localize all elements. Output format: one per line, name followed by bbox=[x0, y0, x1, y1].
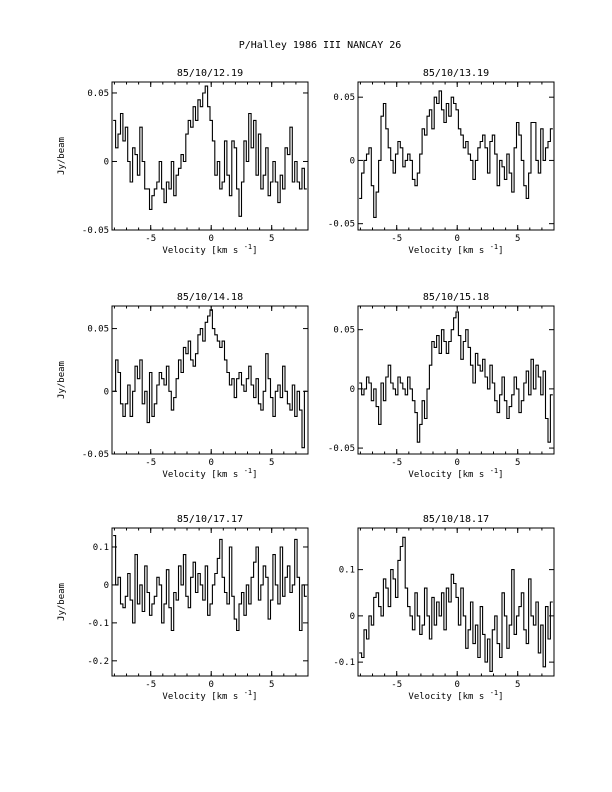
plot-frame bbox=[357, 81, 555, 231]
y-axis-label: Jy/beam bbox=[57, 361, 67, 399]
x-tick-label: -5 bbox=[391, 680, 402, 690]
panel-title: 85/10/14.18 bbox=[177, 292, 243, 303]
panel-title: 85/10/15.18 bbox=[423, 292, 489, 303]
plot-frame bbox=[111, 527, 309, 677]
y-tick-label: 0.05 bbox=[87, 325, 109, 335]
x-tick-label: -5 bbox=[391, 234, 402, 244]
panel-title: 85/10/17.17 bbox=[177, 514, 243, 525]
plot-frame bbox=[357, 305, 555, 455]
y-tick-label: 0.1 bbox=[339, 566, 355, 576]
panel-title: 85/10/18.17 bbox=[423, 514, 489, 525]
y-tick-label: 0 bbox=[350, 385, 355, 395]
spectrum-line bbox=[359, 536, 553, 672]
x-axis-label: Velocity [km s -1] bbox=[408, 243, 503, 256]
y-tick-label: -0.05 bbox=[82, 450, 109, 460]
spectrum-line bbox=[113, 85, 307, 217]
plot-frame bbox=[111, 81, 309, 231]
x-tick-label: 5 bbox=[269, 458, 274, 468]
y-tick-label: 0.05 bbox=[87, 89, 109, 99]
spectrum-line bbox=[113, 309, 307, 449]
x-tick-label: -5 bbox=[145, 234, 156, 244]
spectrum-line bbox=[359, 311, 553, 443]
y-tick-label: -0.2 bbox=[87, 657, 109, 667]
y-tick-label: -0.05 bbox=[328, 220, 355, 230]
x-axis-label: Velocity [km s -1] bbox=[162, 689, 257, 702]
x-tick-label: 0 bbox=[454, 458, 459, 468]
y-tick-label: 0 bbox=[350, 612, 355, 622]
y-tick-label: 0.1 bbox=[93, 543, 109, 553]
panel-title: 85/10/12.19 bbox=[177, 68, 243, 79]
panel-5: 85/10/17.17 -5 0 5 -0.2 -0.1 0 0.1 Velocity [km … bbox=[57, 514, 309, 702]
y-tick-label: 0 bbox=[104, 581, 109, 591]
x-axis-label: Velocity [km s -1] bbox=[408, 467, 503, 480]
x-tick-label: 0 bbox=[454, 680, 459, 690]
x-tick-label: 5 bbox=[515, 680, 520, 690]
panel-title: 85/10/13.19 bbox=[423, 68, 489, 79]
plot-frame bbox=[357, 527, 555, 677]
x-tick-label: 5 bbox=[269, 234, 274, 244]
x-axis-label: Velocity [km s -1] bbox=[162, 467, 257, 480]
panel-1: 85/10/12.19 -5 0 5 -0.05 0 0.05 Velocity [km s … bbox=[57, 68, 309, 256]
x-tick-label: 0 bbox=[454, 234, 459, 244]
y-tick-label: 0.05 bbox=[333, 326, 355, 336]
y-axis-label: Jy/beam bbox=[57, 583, 67, 621]
panel-6: 85/10/18.17 -5 0 5 -0.1 0 0.1 Velocity [km s -1… bbox=[333, 514, 555, 702]
panel-3: 85/10/14.18 -5 0 5 -0.05 0 0.05 Velocity [km s … bbox=[57, 292, 309, 480]
spectrum-line bbox=[113, 535, 307, 632]
x-axis-label: Velocity [km s -1] bbox=[408, 689, 503, 702]
y-tick-label: 0 bbox=[350, 156, 355, 166]
panel-2: 85/10/13.19 -5 0 5 -0.05 0 0.05 Velocity [km s … bbox=[328, 68, 555, 256]
x-tick-label: 5 bbox=[515, 234, 520, 244]
spectrum-panels: 85/10/12.19 -5 0 5 -0.05 0 0.05 Velocity [km s … bbox=[57, 68, 555, 702]
figure-title: P/Halley 1986 III NANCAY 26 bbox=[239, 40, 402, 51]
y-tick-label: 0.05 bbox=[333, 93, 355, 103]
x-tick-label: 5 bbox=[269, 680, 274, 690]
x-tick-label: 5 bbox=[515, 458, 520, 468]
x-tick-label: 0 bbox=[208, 458, 213, 468]
y-tick-label: -0.1 bbox=[333, 658, 355, 668]
x-tick-label: -5 bbox=[145, 458, 156, 468]
plot-frame bbox=[111, 305, 309, 455]
panel-4: 85/10/15.18 -5 0 5 -0.05 0 0.05 Velocity [km s … bbox=[328, 292, 555, 480]
y-tick-label: -0.05 bbox=[82, 226, 109, 236]
spectrum-line bbox=[359, 90, 553, 218]
x-tick-label: -5 bbox=[391, 458, 402, 468]
x-axis-label: Velocity [km s -1] bbox=[162, 243, 257, 256]
x-tick-label: 0 bbox=[208, 680, 213, 690]
y-tick-label: 0 bbox=[104, 387, 109, 397]
y-axis-label: Jy/beam bbox=[57, 137, 67, 175]
x-tick-label: 0 bbox=[208, 234, 213, 244]
y-tick-label: 0 bbox=[104, 157, 109, 167]
y-tick-label: -0.1 bbox=[87, 619, 109, 629]
y-tick-label: -0.05 bbox=[328, 444, 355, 454]
x-tick-label: -5 bbox=[145, 680, 156, 690]
